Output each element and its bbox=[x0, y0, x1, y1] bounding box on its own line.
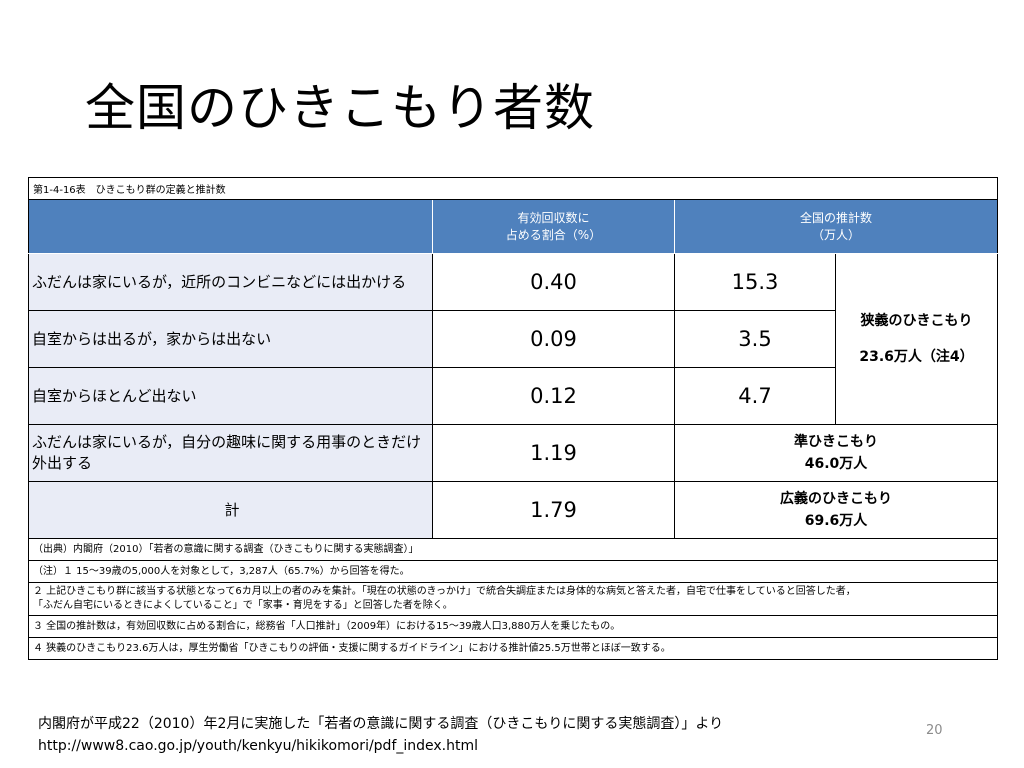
row-estimate: 15.3 bbox=[674, 253, 836, 311]
note-3: ３ 全国の推計数は，有効回収数に占める割合に，総務省「人口推計」（2009年）に… bbox=[27, 615, 999, 638]
hikikomori-table: 第1-4-16表 ひきこもり群の定義と推計数 有効回収数に 占める割合（%） 全… bbox=[27, 177, 999, 660]
header-estimate-line2: （万人） bbox=[812, 227, 861, 242]
table-row-total: 計 1.79 広義のひきこもり 69.6万人 bbox=[28, 481, 999, 539]
note-2-line2: 「ふだん自宅にいるときによくしていること」で「家事・育児をする」と回答した者を除… bbox=[33, 600, 453, 611]
group-narrow-name: 狭義のひきこもり bbox=[860, 313, 973, 329]
total-label: 計 bbox=[28, 481, 433, 539]
note-row: （注）１ 15〜39歳の5,000人を対象として，3,287人（65.7%）から… bbox=[27, 560, 999, 583]
table-caption: 第1-4-16表 ひきこもり群の定義と推計数 bbox=[27, 177, 999, 200]
row-ratio: 0.09 bbox=[432, 310, 675, 368]
row-estimate: 4.7 bbox=[674, 367, 836, 425]
group-broad-value: 69.6万人 bbox=[804, 513, 868, 529]
row-label: ふだんは家にいるが，近所のコンビニなどには出かける bbox=[28, 253, 433, 311]
header-blank bbox=[28, 199, 433, 254]
group-narrow: 狭義のひきこもり 23.6万人（注4） bbox=[834, 253, 999, 425]
note-4: ４ 狭義のひきこもり23.6万人は，厚生労働省「ひきこもりの評価・支援に関するガ… bbox=[27, 637, 999, 660]
row-ratio: 1.19 bbox=[432, 424, 675, 482]
table-header-row: 有効回収数に 占める割合（%） 全国の推計数 （万人） bbox=[28, 199, 999, 254]
page-number: 20 bbox=[926, 723, 943, 738]
note-1: （注）１ 15〜39歳の5,000人を対象として，3,287人（65.7%）から… bbox=[27, 560, 999, 583]
group-quasi-name: 準ひきこもり bbox=[794, 434, 879, 450]
header-ratio-line1: 有効回収数に bbox=[517, 210, 590, 225]
group-quasi: 準ひきこもり 46.0万人 bbox=[673, 424, 999, 482]
footer-source: 内閣府が平成22（2010）年2月に実施した「若者の意識に関する調査（ひきこもり… bbox=[38, 713, 723, 757]
group-broad-name: 広義のひきこもり bbox=[780, 491, 893, 507]
total-ratio: 1.79 bbox=[432, 481, 675, 539]
header-estimate-line1: 全国の推計数 bbox=[800, 210, 873, 225]
footer-line1: 内閣府が平成22（2010）年2月に実施した「若者の意識に関する調査（ひきこもり… bbox=[38, 716, 724, 732]
header-estimate: 全国の推計数 （万人） bbox=[673, 199, 999, 254]
header-ratio: 有効回収数に 占める割合（%） bbox=[432, 199, 675, 254]
note-row: （出典）内閣府（2010）「若者の意識に関する調査（ひきこもりに関する実態調査）… bbox=[27, 538, 999, 561]
header-ratio-line2: 占める割合（%） bbox=[505, 227, 602, 242]
group-narrow-value: 23.6万人（注4） bbox=[859, 349, 974, 365]
group-broad: 広義のひきこもり 69.6万人 bbox=[673, 481, 999, 539]
note-2: ２ 上記ひきこもり群に該当する状態となって6カ月以上の者のみを集計。「現在の状態… bbox=[27, 582, 999, 616]
row-label: ふだんは家にいるが，自分の趣味に関する用事のときだけ外出する bbox=[28, 424, 433, 482]
slide-title: 全国のひきこもり者数 bbox=[85, 79, 595, 137]
table-row: 自室からは出るが，家からは出ない 0.09 3.5 bbox=[28, 310, 998, 368]
note-row: ３ 全国の推計数は，有効回収数に占める割合に，総務省「人口推計」（2009年）に… bbox=[27, 615, 999, 638]
note-row: ２ 上記ひきこもり群に該当する状態となって6カ月以上の者のみを集計。「現在の状態… bbox=[27, 582, 999, 616]
note-2-line1: ２ 上記ひきこもり群に該当する状態となって6カ月以上の者のみを集計。「現在の状態… bbox=[33, 586, 856, 597]
note-source: （出典）内閣府（2010）「若者の意識に関する調査（ひきこもりに関する実態調査）… bbox=[27, 538, 999, 561]
table-row: 自室からほとんど出ない 0.12 4.7 bbox=[28, 367, 998, 425]
table-caption-row: 第1-4-16表 ひきこもり群の定義と推計数 bbox=[27, 177, 999, 200]
table-row: ふだんは家にいるが，近所のコンビニなどには出かける 0.40 15.3 狭義のひ… bbox=[28, 253, 999, 425]
row-label: 自室からほとんど出ない bbox=[28, 367, 433, 425]
row-ratio: 0.12 bbox=[432, 367, 675, 425]
footer-url[interactable]: http://www8.cao.go.jp/youth/kenkyu/hikik… bbox=[38, 738, 479, 754]
row-ratio: 0.40 bbox=[432, 253, 675, 311]
row-estimate: 3.5 bbox=[674, 310, 836, 368]
group-quasi-value: 46.0万人 bbox=[804, 456, 868, 472]
note-row: ４ 狭義のひきこもり23.6万人は，厚生労働省「ひきこもりの評価・支援に関するガ… bbox=[27, 637, 999, 660]
table-row: ふだんは家にいるが，自分の趣味に関する用事のときだけ外出する 1.19 準ひきこ… bbox=[28, 424, 999, 482]
row-label: 自室からは出るが，家からは出ない bbox=[28, 310, 433, 368]
